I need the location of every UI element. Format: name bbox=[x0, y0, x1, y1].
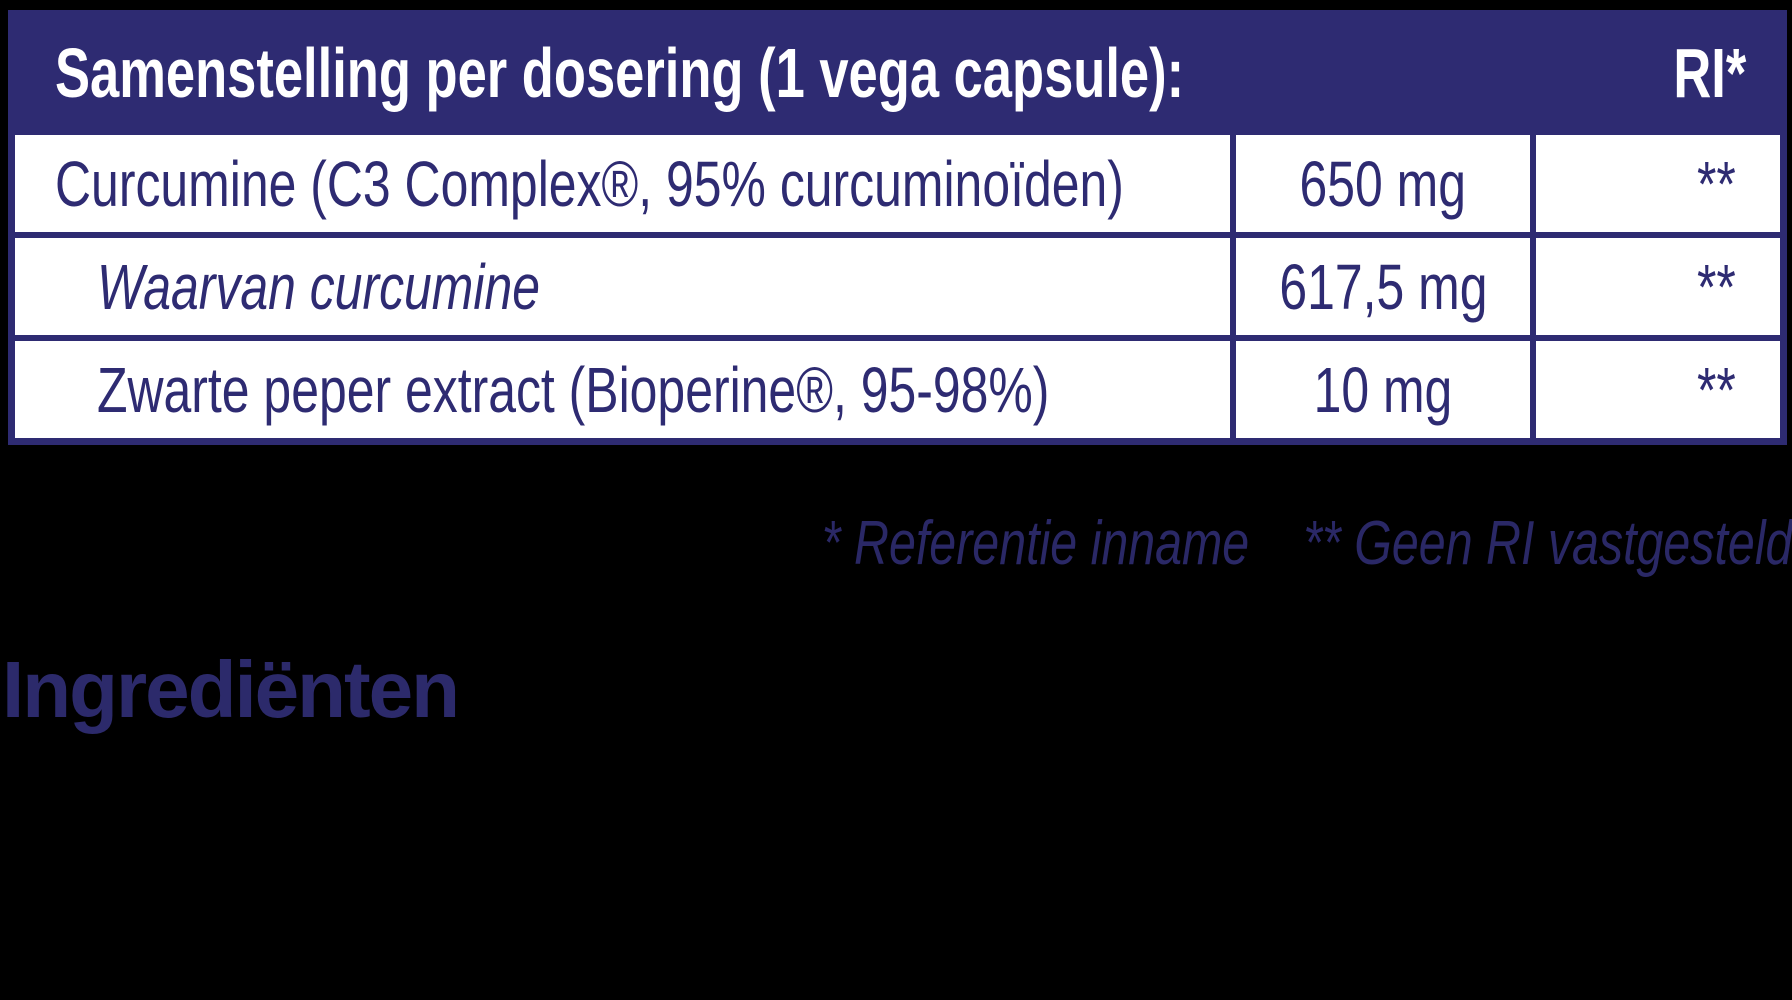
table-header-ri-label: RI* bbox=[1673, 34, 1746, 112]
footnote-no-ri: ** Geen RI vastgesteld bbox=[1302, 509, 1792, 578]
footnotes-wrapper: * Referentie inname ** Geen RI vastgeste… bbox=[821, 509, 1792, 578]
ingredient-amount-cell: 650 mg bbox=[1230, 135, 1530, 232]
table-row: Curcumine (C3 Complex®, 95% curcuminoïde… bbox=[15, 129, 1780, 232]
table-footnotes: * Referentie inname ** Geen RI vastgeste… bbox=[548, 509, 1792, 578]
ingredient-amount: 10 mg bbox=[1313, 353, 1453, 426]
ingredient-ri-cell: ** bbox=[1530, 135, 1780, 232]
ingredient-name: Curcumine (C3 Complex®, 95% curcuminoïde… bbox=[55, 147, 1124, 220]
ingredient-name-cell: Waarvan curcumine bbox=[15, 238, 1230, 335]
ingredient-ri-cell: ** bbox=[1530, 238, 1780, 335]
table-row: Zwarte peper extract (Bioperine®, 95-98%… bbox=[15, 335, 1780, 438]
supplement-facts-table: Samenstelling per dosering (1 vega capsu… bbox=[8, 10, 1787, 445]
ingredient-ri: ** bbox=[1697, 353, 1736, 426]
ingredient-amount: 617,5 mg bbox=[1278, 250, 1488, 323]
ingredient-name: Zwarte peper extract (Bioperine®, 95-98%… bbox=[97, 353, 1050, 426]
footnote-ri-reference: * Referentie inname bbox=[821, 509, 1249, 578]
ingredient-ri: ** bbox=[1697, 250, 1736, 323]
ingredient-name: Waarvan curcumine bbox=[97, 250, 540, 323]
ingredient-name-cell: Zwarte peper extract (Bioperine®, 95-98%… bbox=[15, 341, 1230, 438]
ingredient-ri: ** bbox=[1697, 147, 1736, 220]
ingredient-amount: 650 mg bbox=[1299, 147, 1467, 220]
ingredient-amount-cell: 617,5 mg bbox=[1230, 238, 1530, 335]
table-row: Waarvan curcumine 617,5 mg ** bbox=[15, 232, 1780, 335]
ingredient-ri-cell: ** bbox=[1530, 341, 1780, 438]
ingredient-name-cell: Curcumine (C3 Complex®, 95% curcuminoïde… bbox=[15, 135, 1230, 232]
ingredients-heading: Ingrediënten bbox=[2, 645, 460, 734]
table-header-row: Samenstelling per dosering (1 vega capsu… bbox=[15, 17, 1780, 129]
ingredient-amount-cell: 10 mg bbox=[1230, 341, 1530, 438]
table-header-title: Samenstelling per dosering (1 vega capsu… bbox=[55, 34, 1185, 112]
